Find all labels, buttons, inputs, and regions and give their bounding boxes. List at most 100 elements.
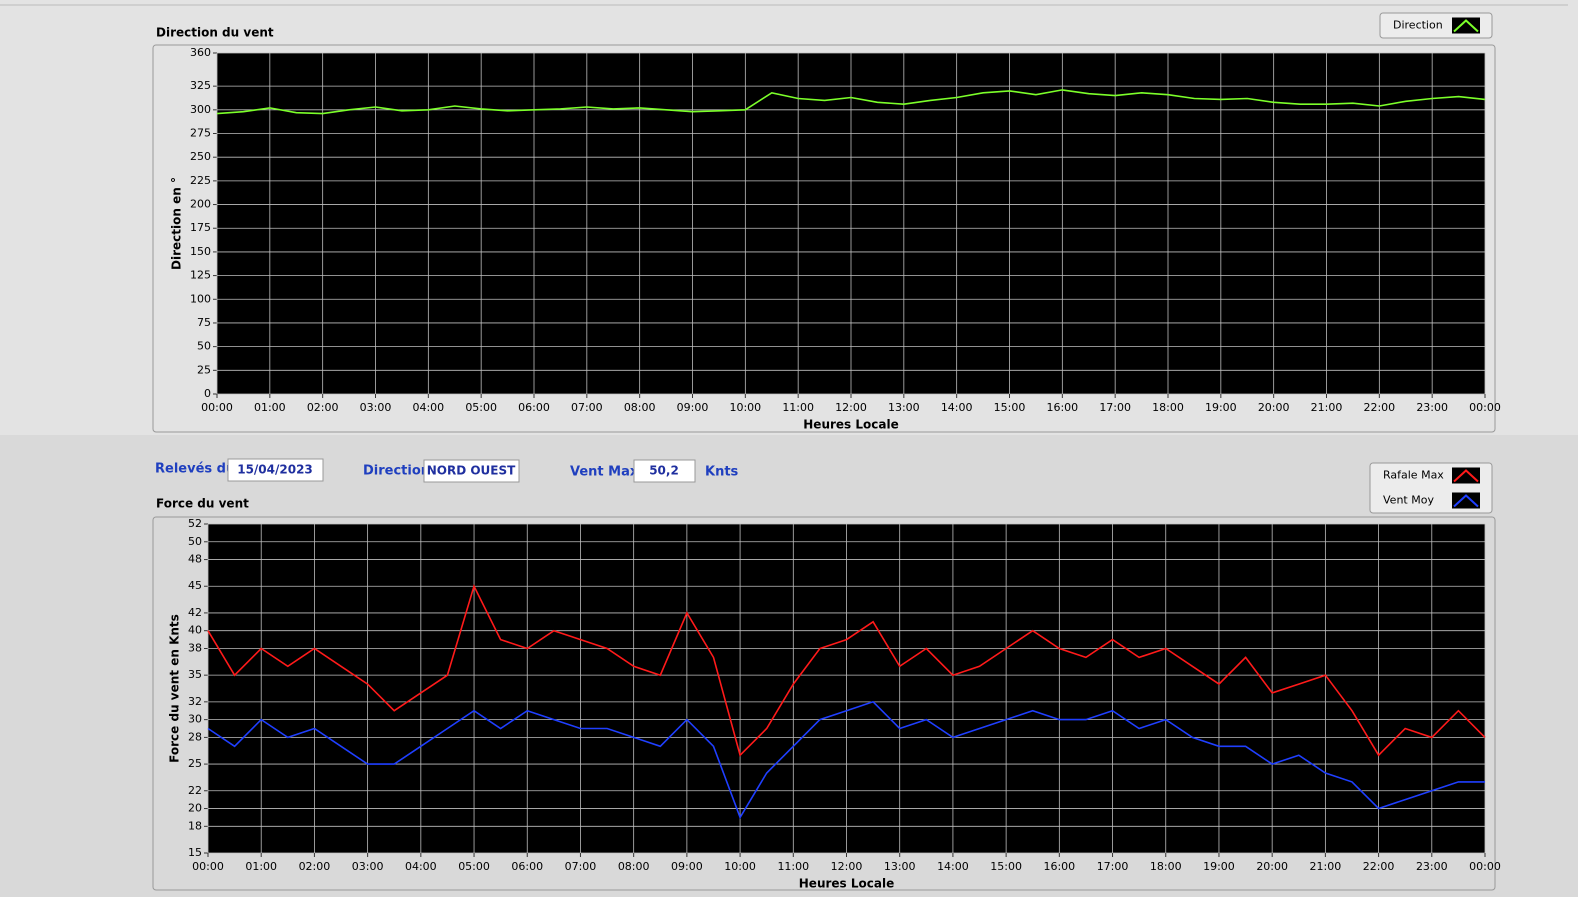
y-axis-label: Force du vent en Knts	[168, 614, 182, 763]
ventmax-unit: Knts	[705, 465, 739, 480]
direction-label: Direction	[363, 464, 430, 479]
x-tick-label: 15:00	[994, 401, 1026, 414]
y-tick-label: 35	[188, 668, 202, 681]
y-tick-label: 125	[190, 269, 211, 282]
x-axis-label: Heures Locale	[799, 877, 894, 891]
x-tick-label: 21:00	[1311, 401, 1343, 414]
chart-title: Force du vent	[156, 497, 249, 511]
y-tick-label: 25	[188, 757, 202, 770]
x-tick-label: 10:00	[724, 860, 756, 873]
x-tick-label: 02:00	[299, 860, 331, 873]
x-tick-label: 09:00	[677, 401, 709, 414]
x-tick-label: 14:00	[941, 401, 973, 414]
x-tick-label: 16:00	[1046, 401, 1078, 414]
ventmax-value: 50,2	[649, 464, 679, 478]
x-tick-label: 08:00	[618, 860, 650, 873]
x-tick-label: 23:00	[1416, 860, 1448, 873]
y-tick-label: 28	[188, 730, 202, 743]
releves-label: Relevés du	[155, 462, 235, 477]
x-tick-label: 19:00	[1205, 401, 1237, 414]
x-tick-label: 05:00	[458, 860, 490, 873]
x-tick-label: 17:00	[1099, 401, 1131, 414]
x-tick-label: 13:00	[888, 401, 920, 414]
series-line	[207, 700, 1485, 820]
x-tick-label: 20:00	[1258, 401, 1290, 414]
y-tick-label: 300	[190, 103, 211, 116]
x-tick-label: 09:00	[671, 860, 703, 873]
y-tick-label: 225	[190, 174, 211, 187]
chart-frame	[152, 516, 1496, 891]
direction-value: NORD OUEST	[427, 464, 516, 478]
x-tick-label: 22:00	[1363, 860, 1395, 873]
y-tick-label: 275	[190, 127, 211, 140]
legend-swatch	[1453, 19, 1479, 33]
series-line	[207, 584, 1486, 757]
y-tick-label: 100	[190, 292, 211, 305]
y-tick-label: 0	[204, 387, 211, 400]
x-tick-label: 21:00	[1310, 860, 1342, 873]
x-tick-label: 11:00	[782, 401, 814, 414]
legend-label: Vent Moy	[1383, 494, 1434, 507]
x-tick-label: 00:00	[1469, 401, 1501, 414]
date-field[interactable]	[227, 458, 324, 482]
y-tick-label: 360	[190, 46, 211, 59]
x-tick-label: 10:00	[729, 401, 761, 414]
x-tick-label: 13:00	[884, 860, 916, 873]
y-tick-label: 20	[188, 802, 202, 815]
x-tick-label: 01:00	[254, 401, 286, 414]
x-tick-label: 00:00	[1469, 860, 1501, 873]
x-tick-label: 14:00	[937, 860, 969, 873]
x-tick-label: 01:00	[245, 860, 277, 873]
direction-field[interactable]	[423, 459, 520, 483]
chart-title: Direction du vent	[156, 26, 274, 40]
x-tick-label: 19:00	[1203, 860, 1235, 873]
y-axis-label: Direction en °	[170, 177, 184, 270]
legend-swatch	[1453, 469, 1479, 483]
y-tick-label: 45	[188, 579, 202, 592]
legend-swatch-bg	[1452, 492, 1480, 509]
x-tick-label: 06:00	[518, 401, 550, 414]
y-tick-label: 18	[188, 819, 202, 832]
x-tick-label: 00:00	[192, 860, 224, 873]
y-tick-label: 52	[188, 517, 202, 530]
x-tick-label: 08:00	[624, 401, 656, 414]
x-tick-label: 03:00	[360, 401, 392, 414]
legend-label: Rafale Max	[1383, 469, 1444, 482]
x-tick-label: 12:00	[835, 401, 867, 414]
y-tick-label: 40	[188, 624, 202, 637]
x-tick-label: 12:00	[831, 860, 863, 873]
date-value: 15/04/2023	[237, 463, 313, 477]
x-tick-label: 06:00	[511, 860, 543, 873]
x-tick-label: 05:00	[465, 401, 497, 414]
legend-label: Direction	[1393, 19, 1443, 32]
y-tick-label: 30	[188, 713, 202, 726]
y-tick-label: 250	[190, 150, 211, 163]
x-tick-label: 00:00	[201, 401, 233, 414]
ventmax-field[interactable]	[633, 459, 696, 483]
y-tick-label: 22	[188, 784, 202, 797]
y-tick-label: 50	[188, 535, 202, 548]
x-tick-label: 02:00	[307, 401, 339, 414]
x-tick-label: 04:00	[412, 401, 444, 414]
x-tick-label: 18:00	[1150, 860, 1182, 873]
x-tick-label: 20:00	[1256, 860, 1288, 873]
y-tick-label: 325	[190, 79, 211, 92]
x-axis-label: Heures Locale	[803, 418, 898, 432]
x-tick-label: 22:00	[1363, 401, 1395, 414]
x-tick-label: 07:00	[571, 401, 603, 414]
x-tick-label: 17:00	[1097, 860, 1129, 873]
x-tick-label: 16:00	[1043, 860, 1075, 873]
y-tick-label: 38	[188, 641, 202, 654]
y-tick-label: 200	[190, 198, 211, 211]
legend-swatch-bg	[1452, 467, 1480, 484]
y-tick-label: 42	[188, 606, 202, 619]
y-tick-label: 175	[190, 221, 211, 234]
x-tick-label: 07:00	[565, 860, 597, 873]
ventmax-label: Vent Max	[570, 465, 639, 480]
series-line	[216, 89, 1486, 115]
x-tick-label: 23:00	[1416, 401, 1448, 414]
x-tick-label: 03:00	[352, 860, 384, 873]
x-tick-label: 04:00	[405, 860, 437, 873]
y-tick-label: 50	[197, 340, 211, 353]
